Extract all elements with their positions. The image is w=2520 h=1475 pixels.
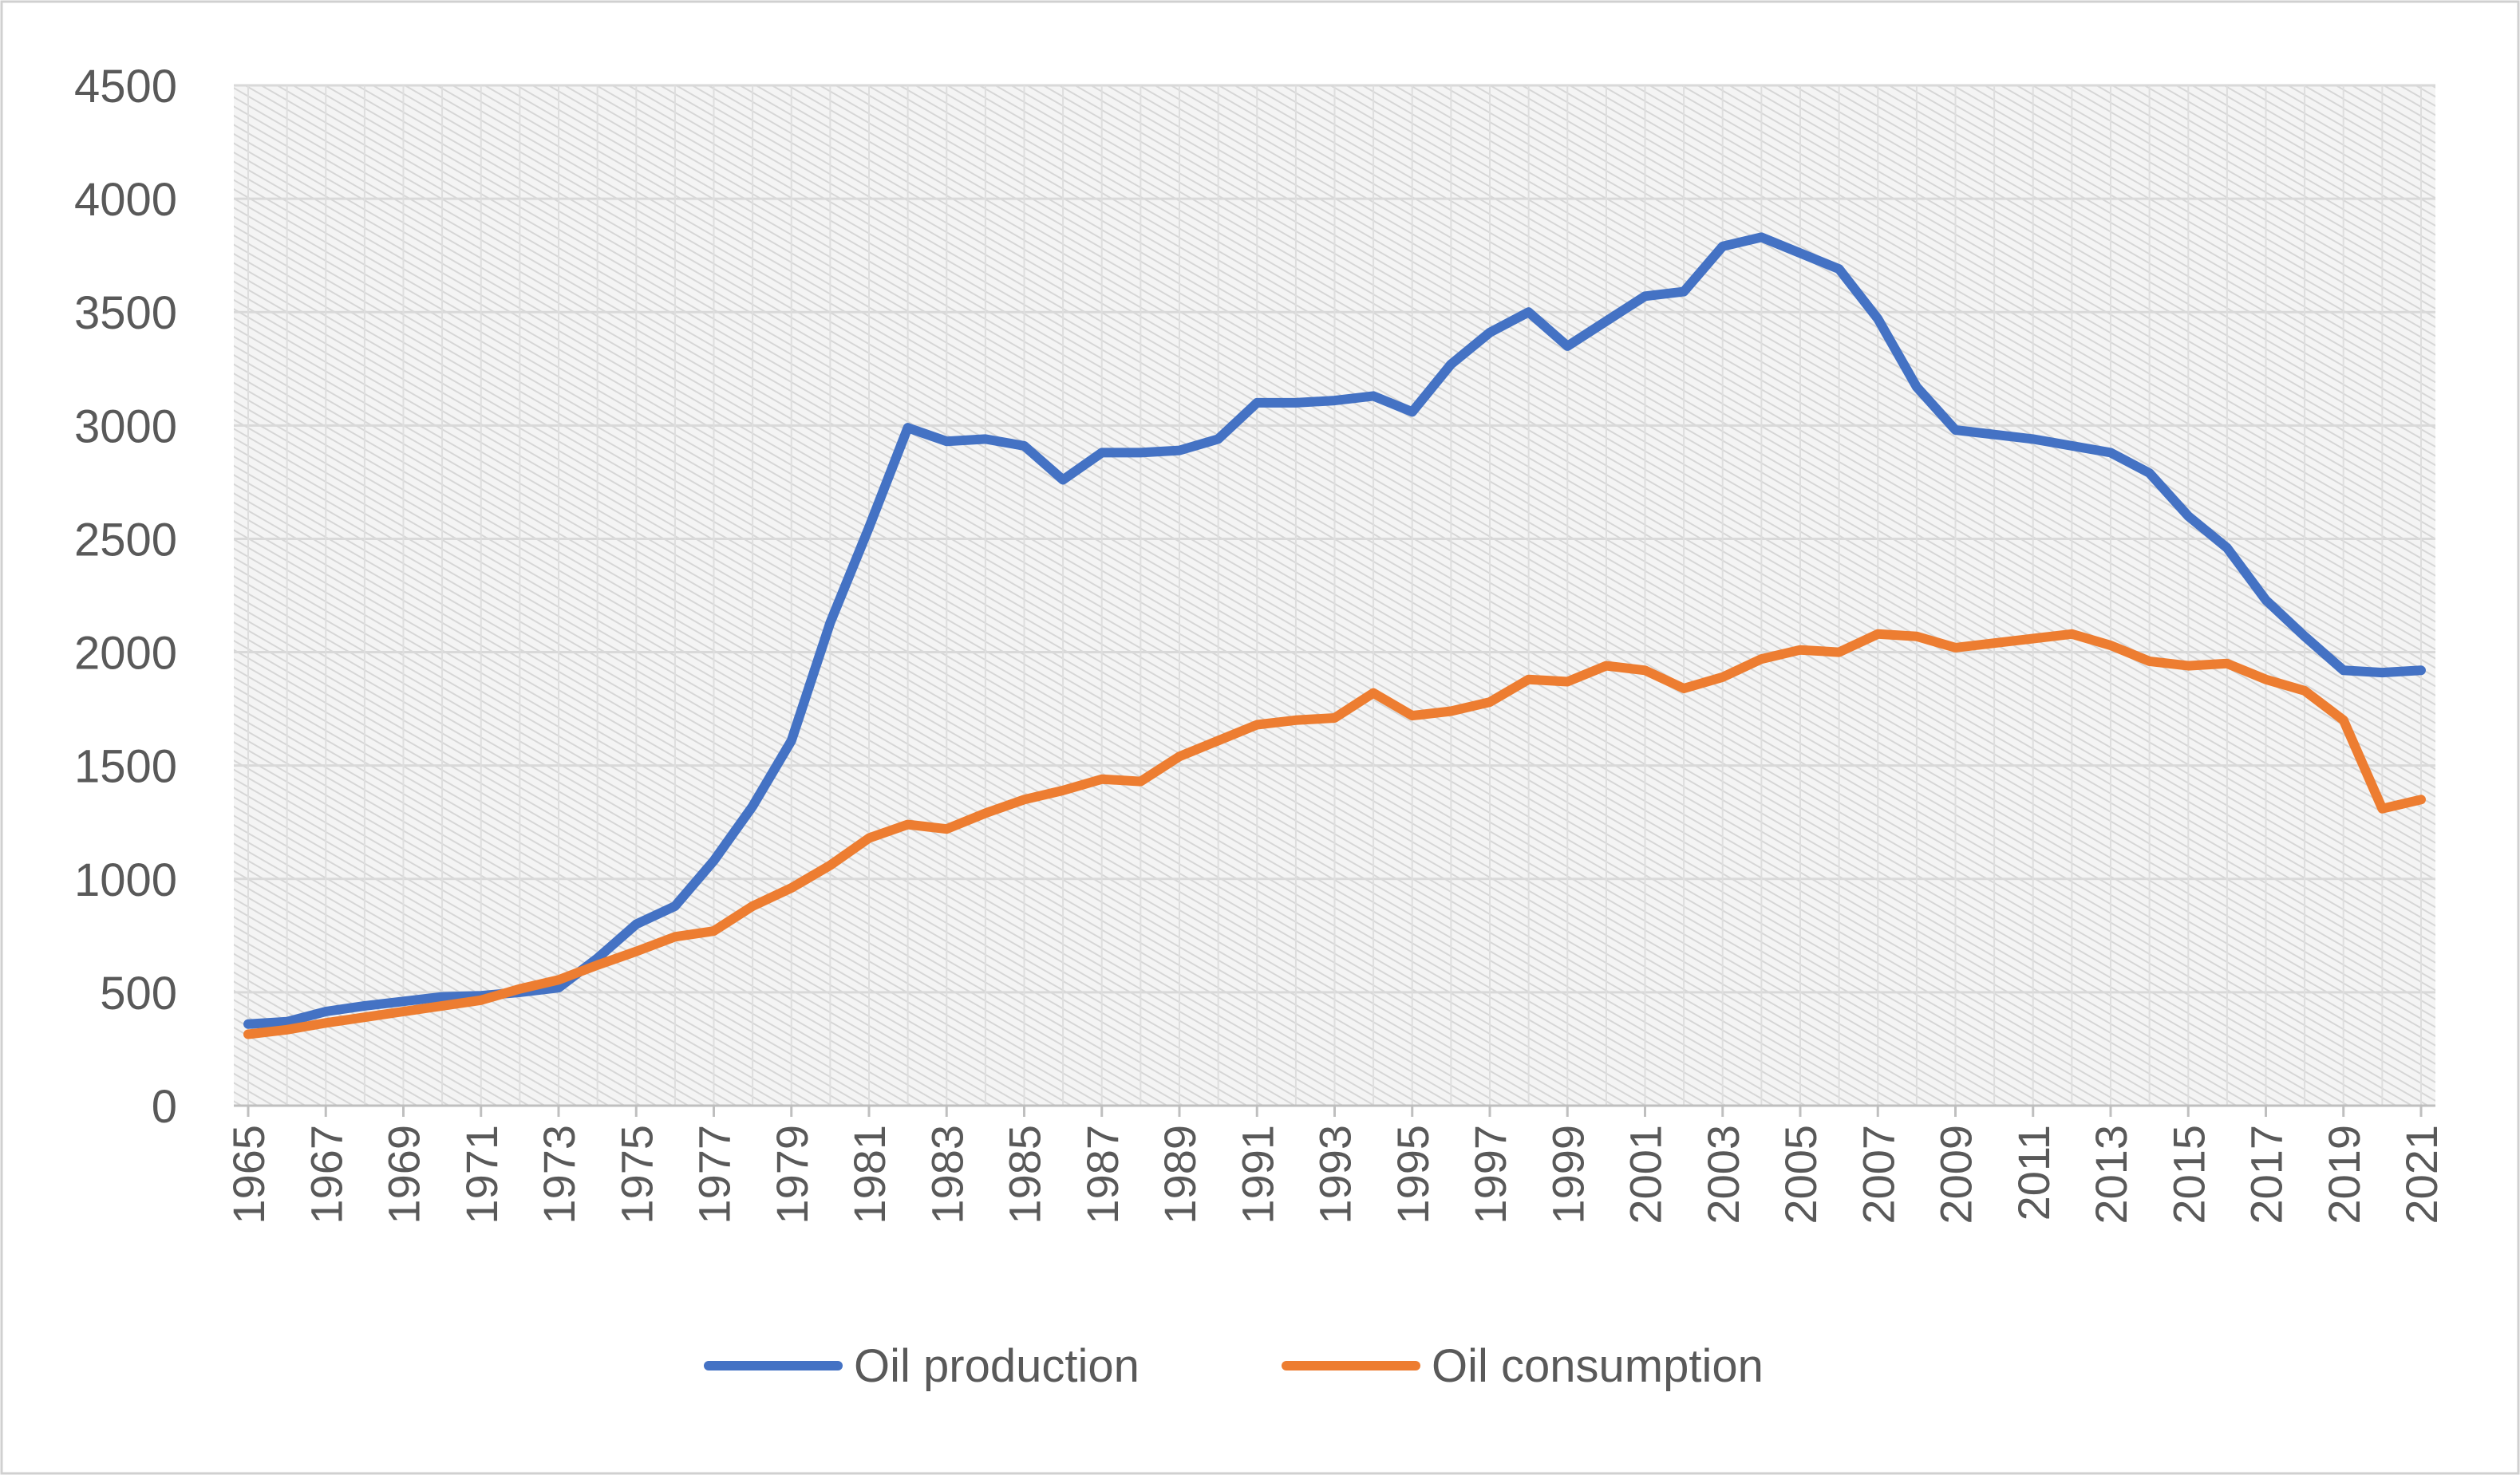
x-tick-label: 1969 [379, 1125, 429, 1225]
x-tick-label: 1993 [1310, 1125, 1361, 1225]
x-tick-label: 2005 [1775, 1125, 1826, 1225]
legend-label-oil-production: Oil production [854, 1340, 1140, 1392]
x-tick-label: 1989 [1155, 1125, 1205, 1225]
y-tick-label: 2000 [74, 628, 177, 680]
series-line-oil-consumption [243, 629, 2426, 1039]
x-tick-label: 2015 [2163, 1125, 2214, 1225]
y-tick-label: 3500 [74, 287, 177, 339]
x-tick-label: 2021 [2396, 1125, 2447, 1225]
x-tick-label: 1971 [456, 1125, 507, 1225]
y-tick-label: 1000 [74, 854, 177, 906]
x-tick-label: 2011 [2008, 1125, 2059, 1221]
y-tick-label: 3000 [74, 400, 177, 452]
legend: Oil production Oil consumption [704, 1340, 1764, 1392]
y-tick-label: 500 [100, 968, 177, 1019]
x-tick-label: 2013 [2086, 1125, 2136, 1225]
x-tick-label: 2019 [2319, 1125, 2369, 1225]
x-tick-label: 1981 [844, 1125, 895, 1225]
y-tick-label: 4000 [74, 174, 177, 226]
y-axis: 0 500 1000 1500 2000 2500 3000 3500 4000 4500 [74, 61, 177, 1133]
x-tick-label: 1983 [922, 1125, 972, 1225]
series-lines [243, 232, 2426, 1039]
x-tick-label: 1979 [767, 1125, 817, 1225]
x-tick-label: 1965 [223, 1125, 274, 1225]
x-tick-label: 1991 [1232, 1125, 1282, 1225]
x-tick-label: 1997 [1465, 1125, 1515, 1225]
y-tick-label: 0 [152, 1081, 177, 1133]
legend-label-oil-consumption: Oil consumption [1432, 1340, 1764, 1392]
x-tick-label: 1987 [1077, 1125, 1128, 1225]
x-tick-label: 1975 [611, 1125, 662, 1225]
x-tick-label: 1977 [689, 1125, 740, 1225]
y-tick-label: 2500 [74, 514, 177, 566]
x-tick-label: 1995 [1388, 1125, 1438, 1225]
x-axis: 1965 1967 1969 1971 1973 1975 1977 1979 1981 1983… [223, 1104, 2447, 1225]
x-tick-label: 2003 [1698, 1125, 1748, 1225]
series-line-oil-production [243, 232, 2426, 1029]
y-tick-label: 4500 [74, 61, 177, 112]
x-tick-label: 1985 [1000, 1125, 1050, 1225]
x-tick-label: 2007 [1853, 1125, 1903, 1225]
y-tick-label: 1500 [74, 741, 177, 793]
x-tick-label: 2001 [1621, 1125, 1671, 1225]
x-gridlines [247, 85, 2422, 1106]
x-tick-label: 2009 [1931, 1125, 1981, 1225]
x-tick-label: 2017 [2242, 1125, 2292, 1225]
x-tick-label: 1999 [1542, 1125, 1593, 1225]
x-tick-label: 1973 [534, 1125, 584, 1225]
x-tick-label: 1967 [301, 1125, 351, 1225]
